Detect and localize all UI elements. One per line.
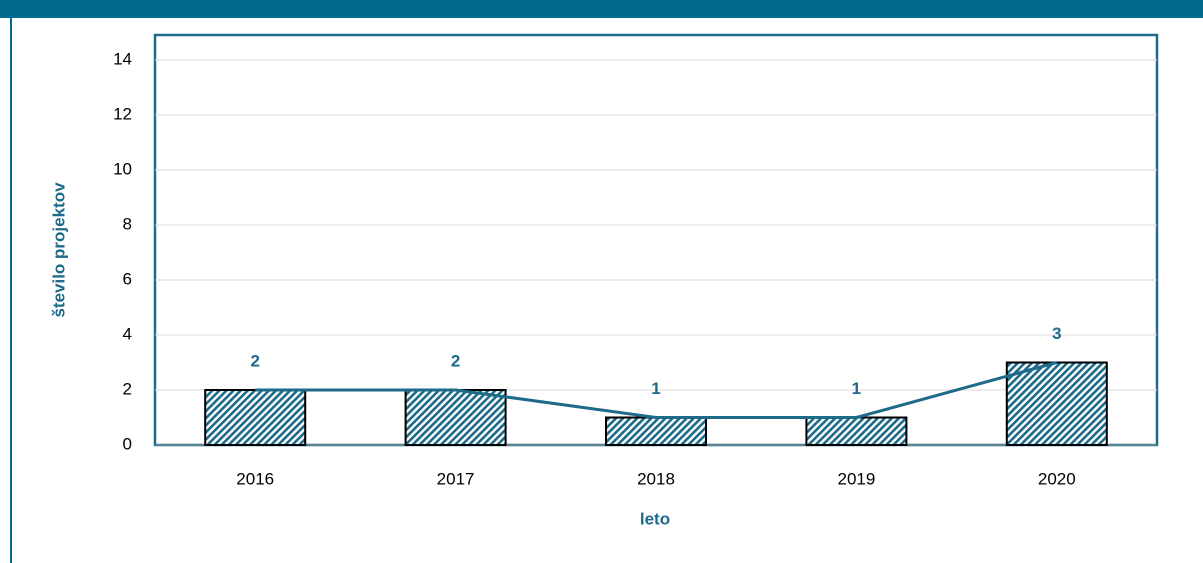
data-label: 2 — [451, 351, 460, 370]
top-band — [0, 0, 1203, 18]
bar — [605, 416, 707, 446]
x-tick-label: 2020 — [1038, 469, 1076, 488]
y-tick-label: 0 — [123, 434, 132, 453]
x-tick-label: 2019 — [837, 469, 875, 488]
y-tick-label: 8 — [123, 214, 132, 233]
x-tick-label: 2016 — [236, 469, 274, 488]
bar — [204, 389, 307, 446]
x-tick-label: 2018 — [637, 469, 675, 488]
y-tick-label: 10 — [113, 159, 132, 178]
x-tick-label: 2017 — [437, 469, 475, 488]
y-tick-label: 4 — [123, 324, 132, 343]
data-label: 2 — [250, 351, 259, 370]
data-label: 3 — [1052, 324, 1061, 343]
bar — [805, 416, 908, 446]
bar — [1005, 361, 1108, 446]
y-tick-label: 2 — [123, 379, 132, 398]
y-tick-label: 12 — [113, 104, 132, 123]
data-label: 1 — [852, 379, 861, 398]
data-label: 1 — [651, 379, 660, 398]
y-tick-label: 6 — [123, 269, 132, 288]
y-axis-label: število projektov — [49, 182, 68, 318]
x-axis-label: leto — [640, 509, 670, 528]
bar — [404, 389, 507, 446]
y-tick-label: 14 — [113, 49, 132, 68]
trend-line — [255, 361, 1058, 419]
